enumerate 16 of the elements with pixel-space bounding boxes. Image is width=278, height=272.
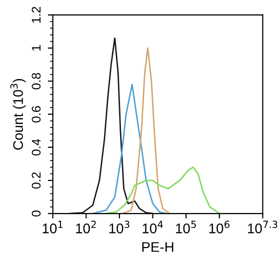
x-tick-label: 10$^{7.3}$ (248, 220, 278, 234)
x-tick-label: 10$^{4}$ (142, 220, 163, 234)
x-axis-title: PE-H (142, 242, 174, 252)
y-tick-label: 0.4 (32, 139, 41, 156)
y-tick-label: 0.6 (32, 106, 41, 122)
x-tick-label: 10$^{5}$ (176, 220, 196, 234)
y-axis-title: Count (10$^{3}$) (10, 78, 26, 150)
x-tick-label: 10$^{3}$ (109, 220, 130, 234)
y-tick-label: 0.2 (32, 172, 41, 189)
y-tick-label: 0 (32, 210, 41, 217)
y-tick-label: 0.8 (32, 73, 41, 90)
x-tick-label: 10$^{2}$ (76, 220, 96, 234)
y-tick-label: 1 (32, 45, 41, 51)
y-tick-label: 1.2 (32, 6, 41, 23)
x-tick-label: 10$^{1}$ (42, 220, 63, 234)
x-tick-label: 10$^{6}$ (209, 220, 230, 234)
